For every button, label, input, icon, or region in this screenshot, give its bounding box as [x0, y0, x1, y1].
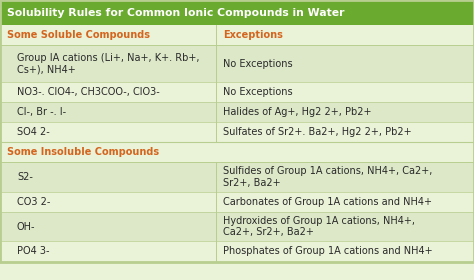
Text: Sulfates of Sr2+. Ba2+, Hg2 2+, Pb2+: Sulfates of Sr2+. Ba2+, Hg2 2+, Pb2+	[223, 127, 411, 137]
Text: Phosphates of Group 1A cations and NH4+: Phosphates of Group 1A cations and NH4+	[223, 246, 432, 256]
Text: No Exceptions: No Exceptions	[223, 59, 292, 69]
Bar	[0, 45, 474, 82]
Text: Solubility Rules for Common Ionic Compounds in Water: Solubility Rules for Common Ionic Compou…	[7, 8, 345, 18]
Text: Exceptions: Exceptions	[223, 30, 283, 40]
Text: Hydroxides of Group 1A cations, NH4+,
Ca2+, Sr2+, Ba2+: Hydroxides of Group 1A cations, NH4+, Ca…	[223, 216, 415, 237]
Text: Halides of Ag+, Hg2 2+, Pb2+: Halides of Ag+, Hg2 2+, Pb2+	[223, 107, 371, 117]
Text: NO3-. ClO4-, CH3COO-, ClO3-: NO3-. ClO4-, CH3COO-, ClO3-	[17, 87, 160, 97]
Bar	[0, 122, 474, 142]
Text: Carbonates of Group 1A cations and NH4+: Carbonates of Group 1A cations and NH4+	[223, 197, 432, 207]
Text: Some Insoluble Compounds: Some Insoluble Compounds	[7, 147, 159, 157]
Text: Sulfides of Group 1A cations, NH4+, Ca2+,
Sr2+, Ba2+: Sulfides of Group 1A cations, NH4+, Ca2+…	[223, 166, 432, 188]
Text: SO4 2-: SO4 2-	[17, 127, 50, 137]
Bar	[0, 212, 474, 241]
Text: CO3 2-: CO3 2-	[17, 197, 50, 207]
Bar	[0, 192, 474, 212]
Text: Some Soluble Compounds: Some Soluble Compounds	[7, 30, 150, 40]
Bar	[0, 25, 474, 45]
Text: No Exceptions: No Exceptions	[223, 87, 292, 97]
Text: Cl-, Br -. I-: Cl-, Br -. I-	[17, 107, 66, 117]
Bar	[0, 142, 474, 162]
Bar	[0, 241, 474, 262]
Text: OH-: OH-	[17, 222, 36, 232]
Bar	[0, 102, 474, 122]
Text: PO4 3-: PO4 3-	[17, 246, 49, 256]
Text: S2-: S2-	[17, 172, 33, 182]
Bar	[0, 0, 474, 25]
Bar	[0, 82, 474, 102]
Text: Group IA cations (Li+, Na+, K+. Rb+,
Cs+), NH4+: Group IA cations (Li+, Na+, K+. Rb+, Cs+…	[17, 53, 200, 74]
Bar	[0, 162, 474, 192]
